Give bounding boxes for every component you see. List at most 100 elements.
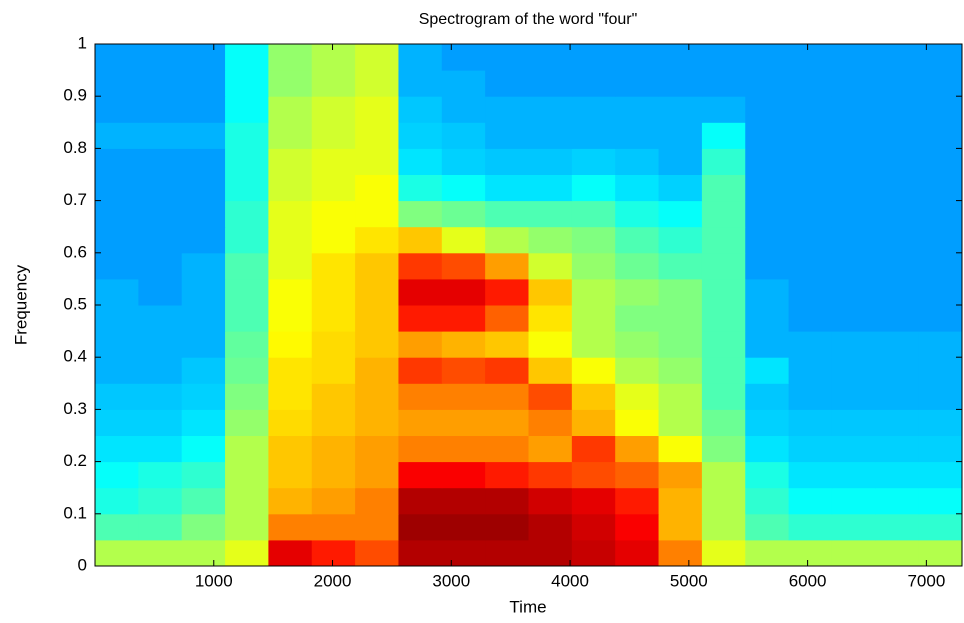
heatmap-cell xyxy=(268,357,313,384)
heatmap-cell xyxy=(181,226,226,254)
heatmap-cell xyxy=(398,148,443,175)
heatmap-cell xyxy=(918,122,963,149)
heatmap-cell xyxy=(95,148,139,175)
heatmap-cell xyxy=(181,409,226,436)
heatmap-cell xyxy=(918,331,963,358)
heatmap-cell xyxy=(918,357,963,384)
heatmap-cell xyxy=(701,383,746,410)
heatmap-cell xyxy=(355,226,399,254)
heatmap-cell xyxy=(355,461,399,489)
heatmap-cell xyxy=(398,122,443,149)
heatmap-cell xyxy=(875,331,920,358)
heatmap-cell xyxy=(398,174,443,202)
heatmap-cell xyxy=(485,539,529,567)
heatmap-cell xyxy=(441,122,486,149)
heatmap-cell xyxy=(268,539,313,567)
heatmap-cell xyxy=(528,487,573,515)
heatmap-cell xyxy=(138,70,183,97)
heatmap-cell xyxy=(138,487,183,515)
heatmap-cell xyxy=(181,331,226,358)
heatmap-cell xyxy=(528,435,573,463)
heatmap-cell xyxy=(788,357,833,384)
heatmap-cell xyxy=(95,331,139,358)
heatmap-cell xyxy=(181,278,226,306)
y-tick-label: 0.9 xyxy=(63,86,87,105)
heatmap-cell xyxy=(485,513,529,541)
heatmap-cell xyxy=(658,44,703,71)
heatmap-cell xyxy=(745,226,790,254)
heatmap-cell xyxy=(355,96,399,123)
heatmap-cell xyxy=(311,305,356,332)
heatmap-cell xyxy=(441,513,486,541)
heatmap-cell xyxy=(571,487,616,515)
heatmap-cell xyxy=(225,70,269,97)
heatmap-cell xyxy=(485,148,529,175)
heatmap-cell xyxy=(571,252,616,280)
heatmap-cell xyxy=(441,383,486,410)
heatmap-cell xyxy=(268,331,313,358)
heatmap-cell xyxy=(268,44,313,71)
heatmap-cell xyxy=(95,487,139,515)
heatmap-cell xyxy=(615,174,660,202)
heatmap-cell xyxy=(918,44,963,71)
heatmap-cell xyxy=(701,487,746,515)
heatmap-cell xyxy=(745,409,790,436)
heatmap-cell xyxy=(788,435,833,463)
heatmap-cell xyxy=(701,148,746,175)
heatmap-cell xyxy=(398,461,443,489)
heatmap-cell xyxy=(311,148,356,175)
heatmap-cell xyxy=(398,409,443,436)
heatmap-cell xyxy=(918,252,963,280)
heatmap-cell xyxy=(658,435,703,463)
heatmap-cell xyxy=(441,487,486,515)
heatmap-cell xyxy=(268,96,313,123)
heatmap-cell xyxy=(225,44,269,71)
heatmap-cell xyxy=(831,409,876,436)
heatmap-cell xyxy=(355,383,399,410)
heatmap-cell xyxy=(398,539,443,567)
x-tick-label: 5000 xyxy=(670,571,708,590)
heatmap-cell xyxy=(225,461,269,489)
heatmap-cell xyxy=(571,435,616,463)
heatmap-cell xyxy=(441,70,486,97)
heatmap-cell xyxy=(615,383,660,410)
heatmap-cell xyxy=(788,461,833,489)
y-tick-label: 0.5 xyxy=(63,294,87,313)
heatmap-cell xyxy=(398,383,443,410)
heatmap-cell xyxy=(138,409,183,436)
heatmap-cell xyxy=(701,305,746,332)
heatmap-cell xyxy=(745,383,790,410)
heatmap-cell xyxy=(571,331,616,358)
heatmap-cell xyxy=(398,252,443,280)
heatmap-cell xyxy=(658,383,703,410)
heatmap-cell xyxy=(571,357,616,384)
heatmap-cell xyxy=(615,331,660,358)
heatmap-cell xyxy=(355,539,399,567)
heatmap-cell xyxy=(485,252,529,280)
heatmap-cell xyxy=(788,44,833,71)
heatmap-cell xyxy=(528,148,573,175)
heatmap-cell xyxy=(138,44,183,71)
heatmap-cell xyxy=(355,122,399,149)
heatmap-cell xyxy=(875,70,920,97)
heatmap-cell xyxy=(311,174,356,202)
heatmap-cell xyxy=(831,513,876,541)
heatmap-cell xyxy=(701,278,746,306)
heatmap-cell xyxy=(528,44,573,71)
heatmap-cell xyxy=(138,305,183,332)
heatmap-cell xyxy=(528,383,573,410)
heatmap-cell xyxy=(138,174,183,202)
heatmap-cell xyxy=(95,357,139,384)
heatmap-cell xyxy=(658,252,703,280)
heatmap-cell xyxy=(311,200,356,228)
heatmap-cell xyxy=(788,409,833,436)
heatmap-cell xyxy=(181,461,226,489)
heatmap-cell xyxy=(831,305,876,332)
chart-title: Spectrogram of the word "four" xyxy=(419,11,638,28)
heatmap-cell xyxy=(658,461,703,489)
heatmap-cell xyxy=(701,409,746,436)
heatmap-cell xyxy=(788,252,833,280)
heatmap-cell xyxy=(875,539,920,567)
heatmap-cell xyxy=(95,44,139,71)
